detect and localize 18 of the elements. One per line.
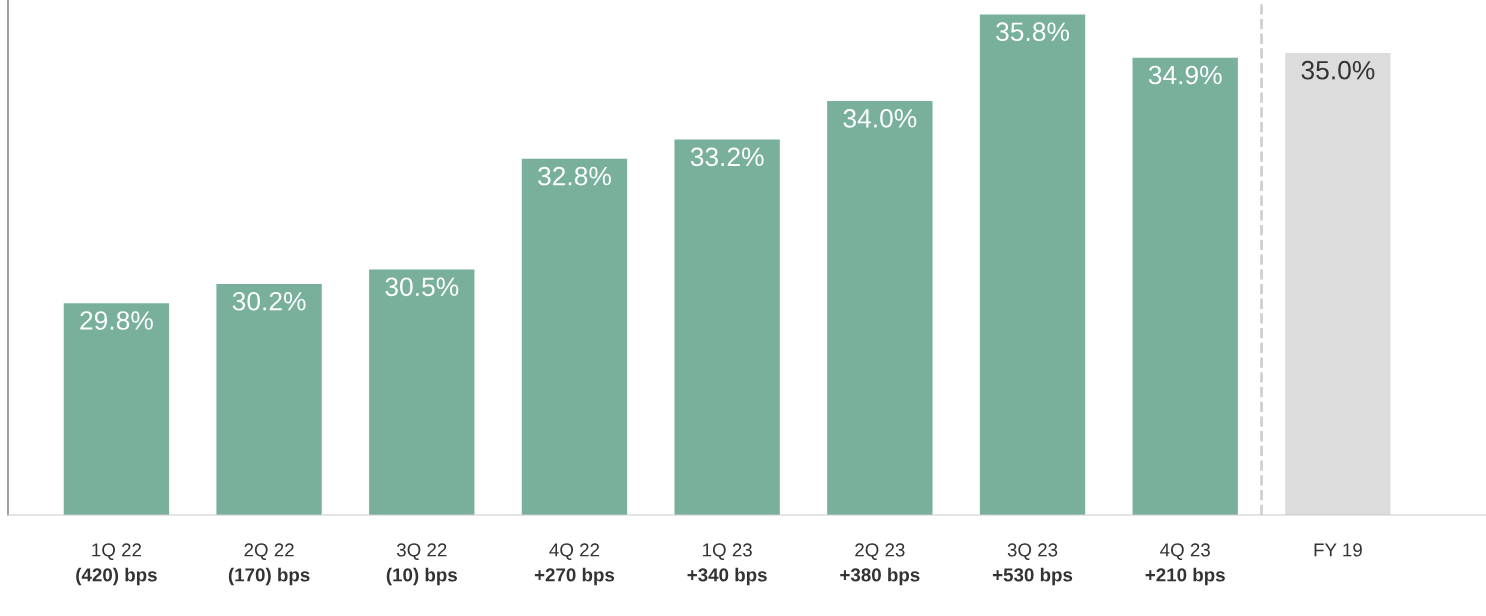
category-label: 2Q 22 (170) bps (228, 543, 310, 586)
data-label: 34.9% (1148, 65, 1222, 85)
category-label: 2Q 23 +380 bps (840, 543, 920, 586)
category-label: 1Q 23 +340 bps (687, 543, 767, 586)
category-label: 4Q 23 +210 bps (1145, 543, 1225, 586)
category-label: 3Q 22 (10) bps (386, 543, 457, 586)
data-label: 35.8% (996, 22, 1069, 42)
data-label: 30.2% (232, 291, 306, 311)
data-label: 32.8% (538, 166, 611, 186)
data-label: 35.0% (1301, 60, 1375, 80)
x-tick-label: FY 19 (1314, 543, 1362, 557)
data-label: 34.0% (843, 108, 917, 128)
category-label: 4Q 22 +270 bps (534, 543, 615, 586)
data-label: 29.8% (80, 311, 153, 330)
data-label: 30.5% (385, 277, 459, 297)
data-label: 33.2% (690, 147, 764, 167)
category-label: 3Q 23 +530 bps (992, 543, 1073, 586)
category-label: 1Q 22 (420) bps (76, 543, 157, 586)
